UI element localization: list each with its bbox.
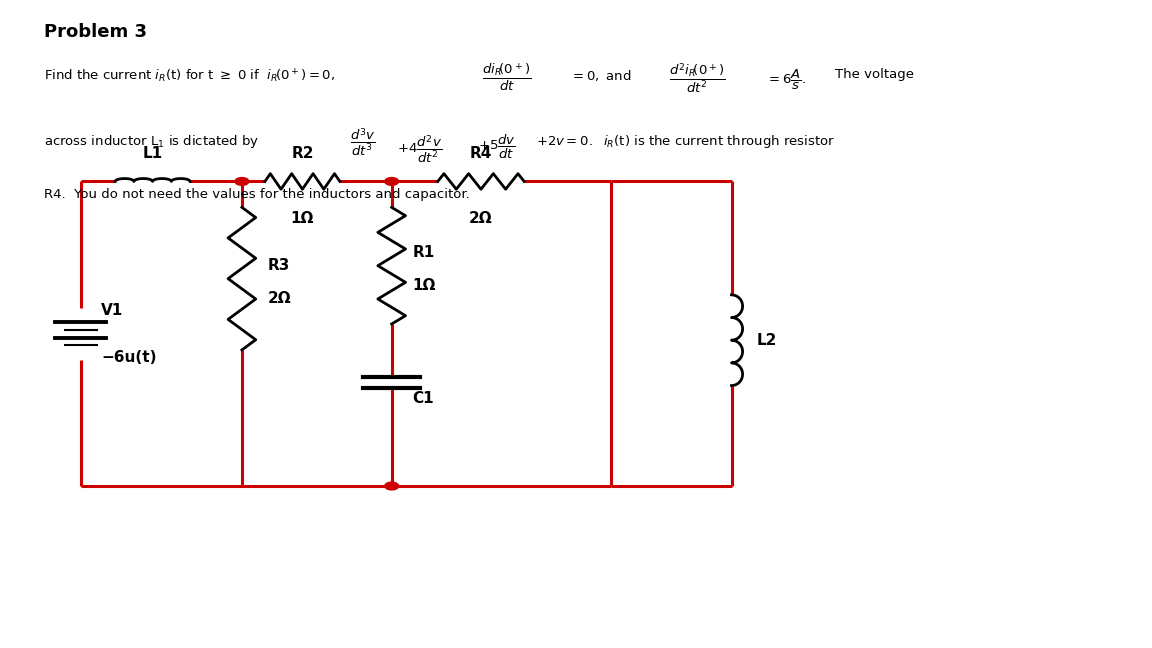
Text: R3: R3 — [267, 258, 289, 273]
Text: $\dfrac{d^3v}{dt^3}$: $\dfrac{d^3v}{dt^3}$ — [350, 126, 376, 158]
Text: $= 6\dfrac{A}{s}.$: $= 6\dfrac{A}{s}.$ — [766, 68, 806, 92]
Text: $+5\dfrac{dv}{dt}$: $+5\dfrac{dv}{dt}$ — [478, 133, 516, 161]
Circle shape — [235, 178, 249, 185]
Text: $+4\dfrac{d^2v}{dt^2}$: $+4\dfrac{d^2v}{dt^2}$ — [397, 133, 442, 165]
Text: across inductor L$_1$ is dictated by: across inductor L$_1$ is dictated by — [44, 133, 259, 150]
Text: R4.  You do not need the values for the inductors and capacitor.: R4. You do not need the values for the i… — [44, 188, 470, 201]
Text: $= 0,$ and: $= 0,$ and — [570, 68, 631, 83]
Text: 2Ω: 2Ω — [267, 290, 291, 306]
Text: $\dfrac{d^2i_R\!\left(0^+\right)}{dt^2}$: $\dfrac{d^2i_R\!\left(0^+\right)}{dt^2}$ — [668, 62, 726, 96]
Text: Problem 3: Problem 3 — [44, 23, 146, 41]
Circle shape — [385, 482, 399, 490]
Text: $+2v=0.$  $i_R$(t) is the current through resistor: $+2v=0.$ $i_R$(t) is the current through… — [536, 133, 835, 150]
Text: V1: V1 — [101, 303, 123, 318]
Text: Find the current $i_R$(t) for t $\geq$ 0 if  $i_R\!\left(0^+\right)=0,$: Find the current $i_R$(t) for t $\geq$ 0… — [44, 68, 335, 86]
Text: L1: L1 — [143, 146, 162, 161]
Text: 1Ω: 1Ω — [412, 277, 435, 293]
Text: L2: L2 — [757, 332, 778, 348]
Text: R4: R4 — [470, 146, 492, 161]
Text: 1Ω: 1Ω — [290, 211, 314, 226]
Text: −6u(t): −6u(t) — [101, 350, 157, 365]
Text: R1: R1 — [412, 245, 434, 260]
Text: $\dfrac{di_R\!\left(0^+\right)}{dt}$: $\dfrac{di_R\!\left(0^+\right)}{dt}$ — [483, 62, 531, 93]
Text: 2Ω: 2Ω — [469, 211, 493, 226]
Text: C1: C1 — [412, 391, 434, 406]
Text: R2: R2 — [291, 146, 313, 161]
Text: The voltage: The voltage — [835, 68, 915, 81]
Circle shape — [385, 178, 399, 185]
